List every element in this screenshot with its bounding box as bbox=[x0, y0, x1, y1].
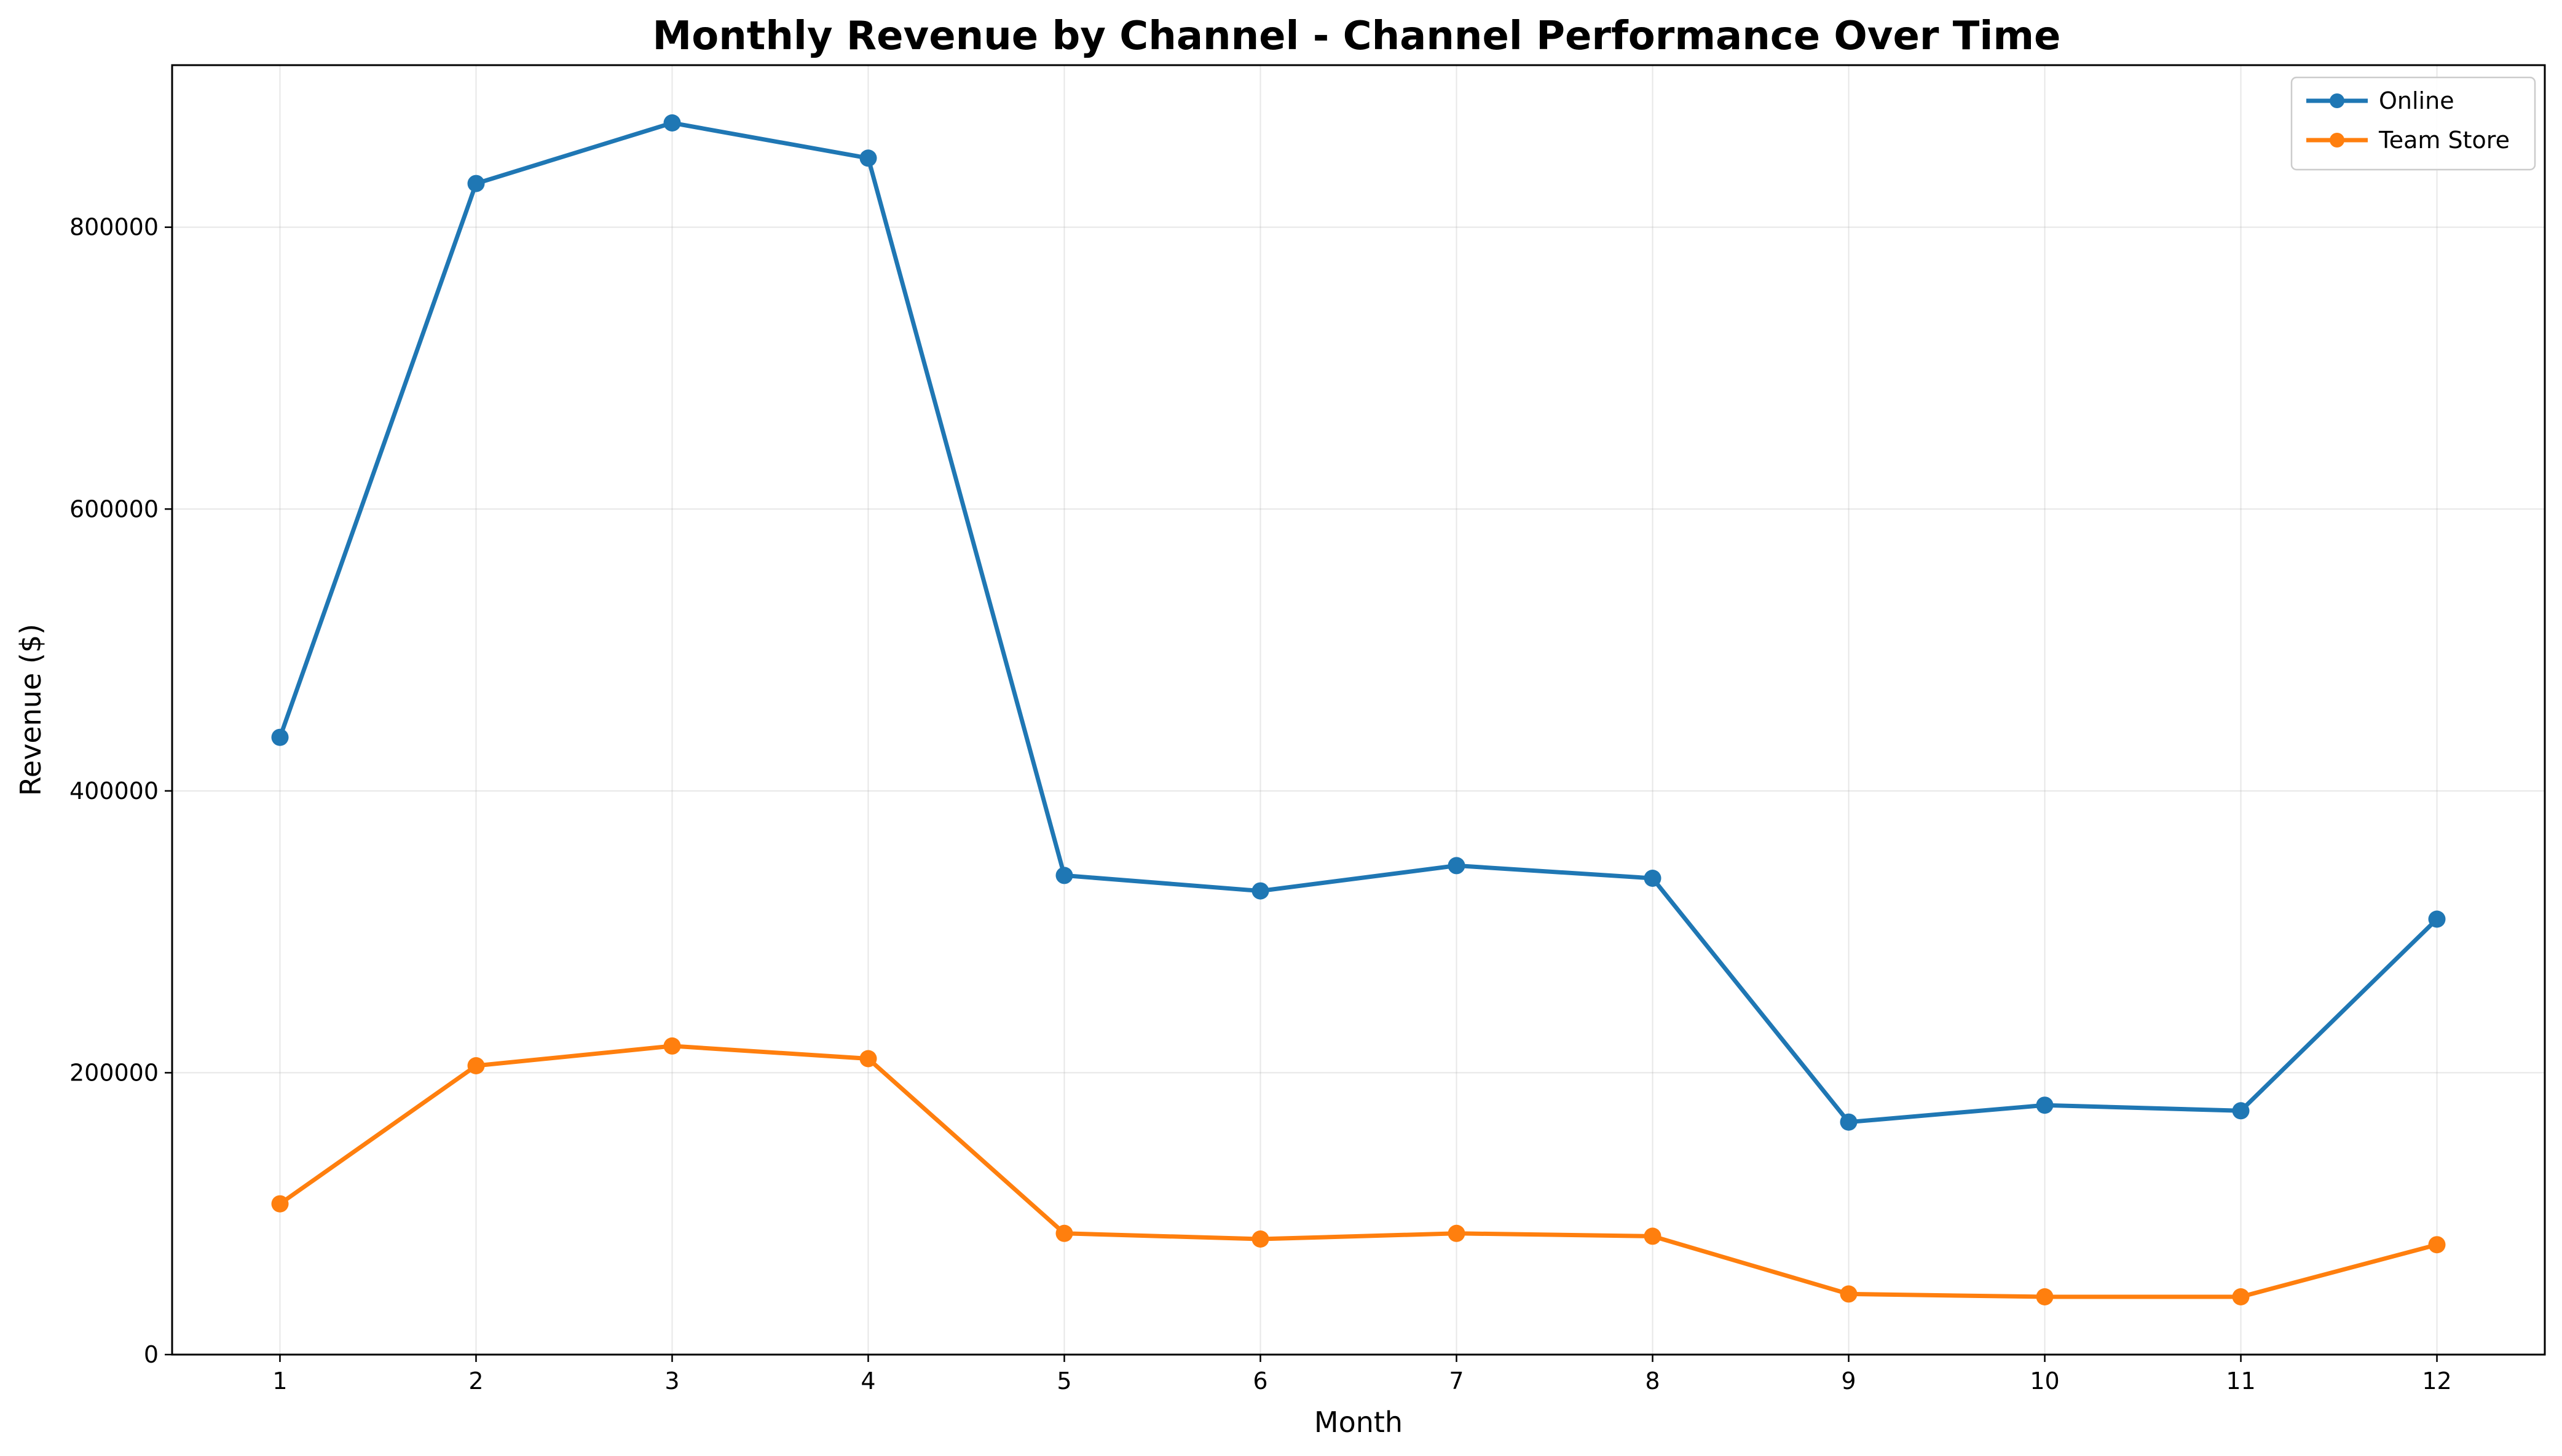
y-tick-label: 200000 bbox=[69, 1059, 159, 1086]
legend-marker-team-store bbox=[2330, 133, 2344, 148]
series-team-store bbox=[271, 1037, 2446, 1305]
legend-entry-team-store: Team Store bbox=[2306, 127, 2510, 154]
x-tick-label: 4 bbox=[861, 1367, 875, 1395]
x-tick-label: 1 bbox=[272, 1367, 287, 1395]
chart-title: Monthly Revenue by Channel - Channel Per… bbox=[653, 14, 2061, 59]
x-tick-label: 8 bbox=[1645, 1367, 1660, 1395]
y-axis-label: Revenue ($) bbox=[14, 624, 47, 796]
data-point-team-store bbox=[1840, 1285, 1858, 1303]
data-point-online bbox=[1448, 857, 1465, 875]
data-point-online bbox=[467, 175, 485, 192]
data-point-team-store bbox=[1448, 1224, 1465, 1242]
data-point-team-store bbox=[1055, 1224, 1073, 1242]
data-point-online bbox=[2428, 910, 2446, 928]
legend-entry-online: Online bbox=[2306, 87, 2454, 114]
legend-label-online: Online bbox=[2379, 87, 2454, 114]
data-point-team-store bbox=[1644, 1227, 1661, 1245]
data-point-team-store bbox=[467, 1057, 485, 1074]
data-point-team-store bbox=[859, 1050, 877, 1068]
x-tick-label: 2 bbox=[468, 1367, 483, 1395]
x-tick-label: 10 bbox=[2030, 1367, 2059, 1395]
plot-frame bbox=[171, 64, 2546, 1356]
y-tick-label: 600000 bbox=[69, 495, 159, 522]
x-tick-label: 12 bbox=[2422, 1367, 2451, 1395]
x-tick-label: 3 bbox=[664, 1367, 679, 1395]
x-tick-label: 11 bbox=[2226, 1367, 2255, 1395]
data-point-online bbox=[2232, 1102, 2250, 1120]
x-tick-label: 7 bbox=[1449, 1367, 1464, 1395]
data-point-online bbox=[1840, 1113, 1858, 1131]
data-point-team-store bbox=[2036, 1288, 2054, 1305]
data-point-online bbox=[663, 114, 681, 132]
series-group bbox=[271, 114, 2446, 1305]
data-point-team-store bbox=[271, 1195, 289, 1213]
x-tick-label: 9 bbox=[1841, 1367, 1856, 1395]
grid-lines bbox=[172, 65, 2545, 1355]
x-tick-label: 5 bbox=[1057, 1367, 1071, 1395]
legend: Online Team Store bbox=[2290, 76, 2536, 171]
x-tick-label: 6 bbox=[1253, 1367, 1267, 1395]
data-point-team-store bbox=[2232, 1288, 2250, 1305]
data-point-online bbox=[2036, 1096, 2054, 1114]
y-tick-label: 400000 bbox=[69, 777, 159, 805]
x-axis-label: Month bbox=[1314, 1406, 1403, 1439]
series-line-online bbox=[278, 120, 2439, 1125]
series-online bbox=[271, 114, 2446, 1131]
data-point-online bbox=[1055, 867, 1073, 884]
legend-label-team-store: Team Store bbox=[2378, 127, 2510, 154]
data-point-online bbox=[1251, 882, 1269, 900]
y-tick-label: 0 bbox=[144, 1341, 159, 1368]
data-point-team-store bbox=[2428, 1236, 2446, 1254]
data-point-online bbox=[271, 728, 289, 746]
legend-marker-online bbox=[2330, 93, 2344, 108]
data-point-online bbox=[859, 149, 877, 167]
data-point-online bbox=[1644, 870, 1661, 887]
data-point-team-store bbox=[1251, 1230, 1269, 1248]
series-line-team-store bbox=[278, 1044, 2439, 1299]
data-point-team-store bbox=[663, 1037, 681, 1055]
y-tick-label: 800000 bbox=[69, 214, 159, 241]
